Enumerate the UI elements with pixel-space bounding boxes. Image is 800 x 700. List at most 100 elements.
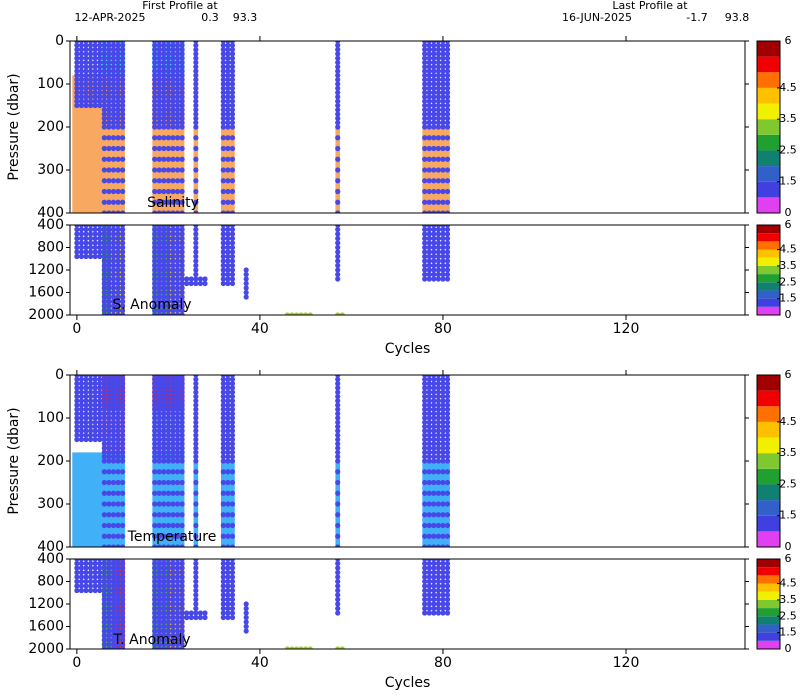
profile-point [225, 601, 231, 607]
profile-point [74, 98, 80, 104]
profile-point [426, 68, 432, 74]
profile-point [106, 312, 112, 315]
profile-point [165, 312, 171, 315]
profile-point [106, 533, 112, 539]
profile-point [165, 389, 171, 395]
profile-point [422, 596, 428, 603]
profile-point [335, 124, 341, 130]
profile-point [152, 249, 158, 255]
profile-point [101, 428, 107, 434]
profile-point [152, 85, 158, 91]
profile-point [193, 98, 199, 104]
profile-point [78, 415, 85, 421]
profile-point [156, 98, 162, 104]
profile-point [97, 102, 103, 109]
profile-point [165, 120, 171, 126]
profile-point [161, 72, 167, 78]
profile-point [165, 381, 171, 387]
profile-point [335, 544, 341, 547]
profile-point [426, 244, 432, 251]
profile-point [106, 479, 112, 486]
profile-point [115, 262, 121, 269]
profile-point [101, 501, 107, 507]
profile-point [225, 419, 231, 425]
profile-point [161, 289, 167, 296]
plot-area [74, 559, 451, 649]
profile-point [156, 432, 162, 438]
profile-point [165, 199, 171, 205]
profile-point [106, 276, 112, 282]
profile-point [431, 253, 437, 260]
profile-point [229, 578, 236, 585]
profile-point [335, 111, 341, 117]
profile-point [78, 55, 85, 61]
profile-point [110, 569, 117, 576]
colorbar-band [757, 233, 780, 242]
profile-point [170, 199, 176, 205]
profile-point [101, 454, 107, 460]
profile-point [78, 385, 85, 391]
profile-point [106, 90, 112, 96]
profile-point [444, 210, 451, 213]
profile-point [106, 262, 112, 269]
profile-point [120, 490, 126, 496]
profile-point [444, 560, 451, 567]
profile-point [193, 375, 199, 378]
profile-point [161, 312, 167, 315]
profile-point [101, 240, 107, 246]
profile-point [179, 199, 185, 205]
profile-point [335, 445, 341, 451]
profile-point [225, 424, 231, 430]
profile-point [156, 458, 162, 464]
profile-point [152, 398, 158, 404]
profile-point [193, 51, 199, 57]
profile-point [335, 583, 341, 589]
profile-point [83, 55, 89, 61]
profile-point [101, 298, 107, 305]
profile-point [156, 64, 162, 70]
profile-point [101, 72, 107, 78]
profile-point [110, 72, 117, 78]
profile-point [431, 610, 437, 616]
y-tick-label: 100 [37, 76, 64, 92]
profile-point [110, 432, 117, 438]
profile-point [87, 81, 94, 87]
profile-point [435, 64, 441, 70]
profile-point [165, 522, 171, 529]
colorbar-band [757, 197, 780, 213]
profile-point [426, 449, 432, 455]
profile-point [101, 632, 107, 639]
profile-point [83, 569, 89, 576]
profile-point [229, 592, 236, 598]
profile-point [92, 402, 98, 408]
profile-point [225, 47, 231, 53]
profile-point [92, 90, 98, 96]
colorbar-tick-label: 1.5 [779, 509, 797, 522]
profile-point [101, 574, 107, 580]
profile-point [444, 55, 451, 61]
profile-point [152, 376, 158, 382]
profile-point [161, 596, 167, 603]
profile-point [120, 111, 126, 117]
profile-point [193, 574, 199, 580]
profile-point [422, 68, 428, 74]
profile-point [426, 98, 432, 104]
profile-point [440, 47, 446, 53]
profile-point [101, 445, 107, 451]
profile-point [422, 111, 428, 117]
profile-point [440, 490, 446, 496]
profile-point [83, 81, 89, 87]
profile-point [120, 376, 126, 382]
profile-point [225, 124, 231, 130]
profile-point [106, 458, 112, 464]
profile-point [156, 156, 162, 162]
profile-point [174, 449, 181, 455]
profile-point [229, 42, 236, 48]
profile-point [229, 167, 236, 173]
profile-point [156, 512, 162, 518]
profile-point [225, 77, 231, 83]
profile-point [431, 102, 437, 109]
profile-point [97, 64, 103, 70]
profile-point [243, 271, 249, 278]
profile-point [106, 178, 112, 184]
